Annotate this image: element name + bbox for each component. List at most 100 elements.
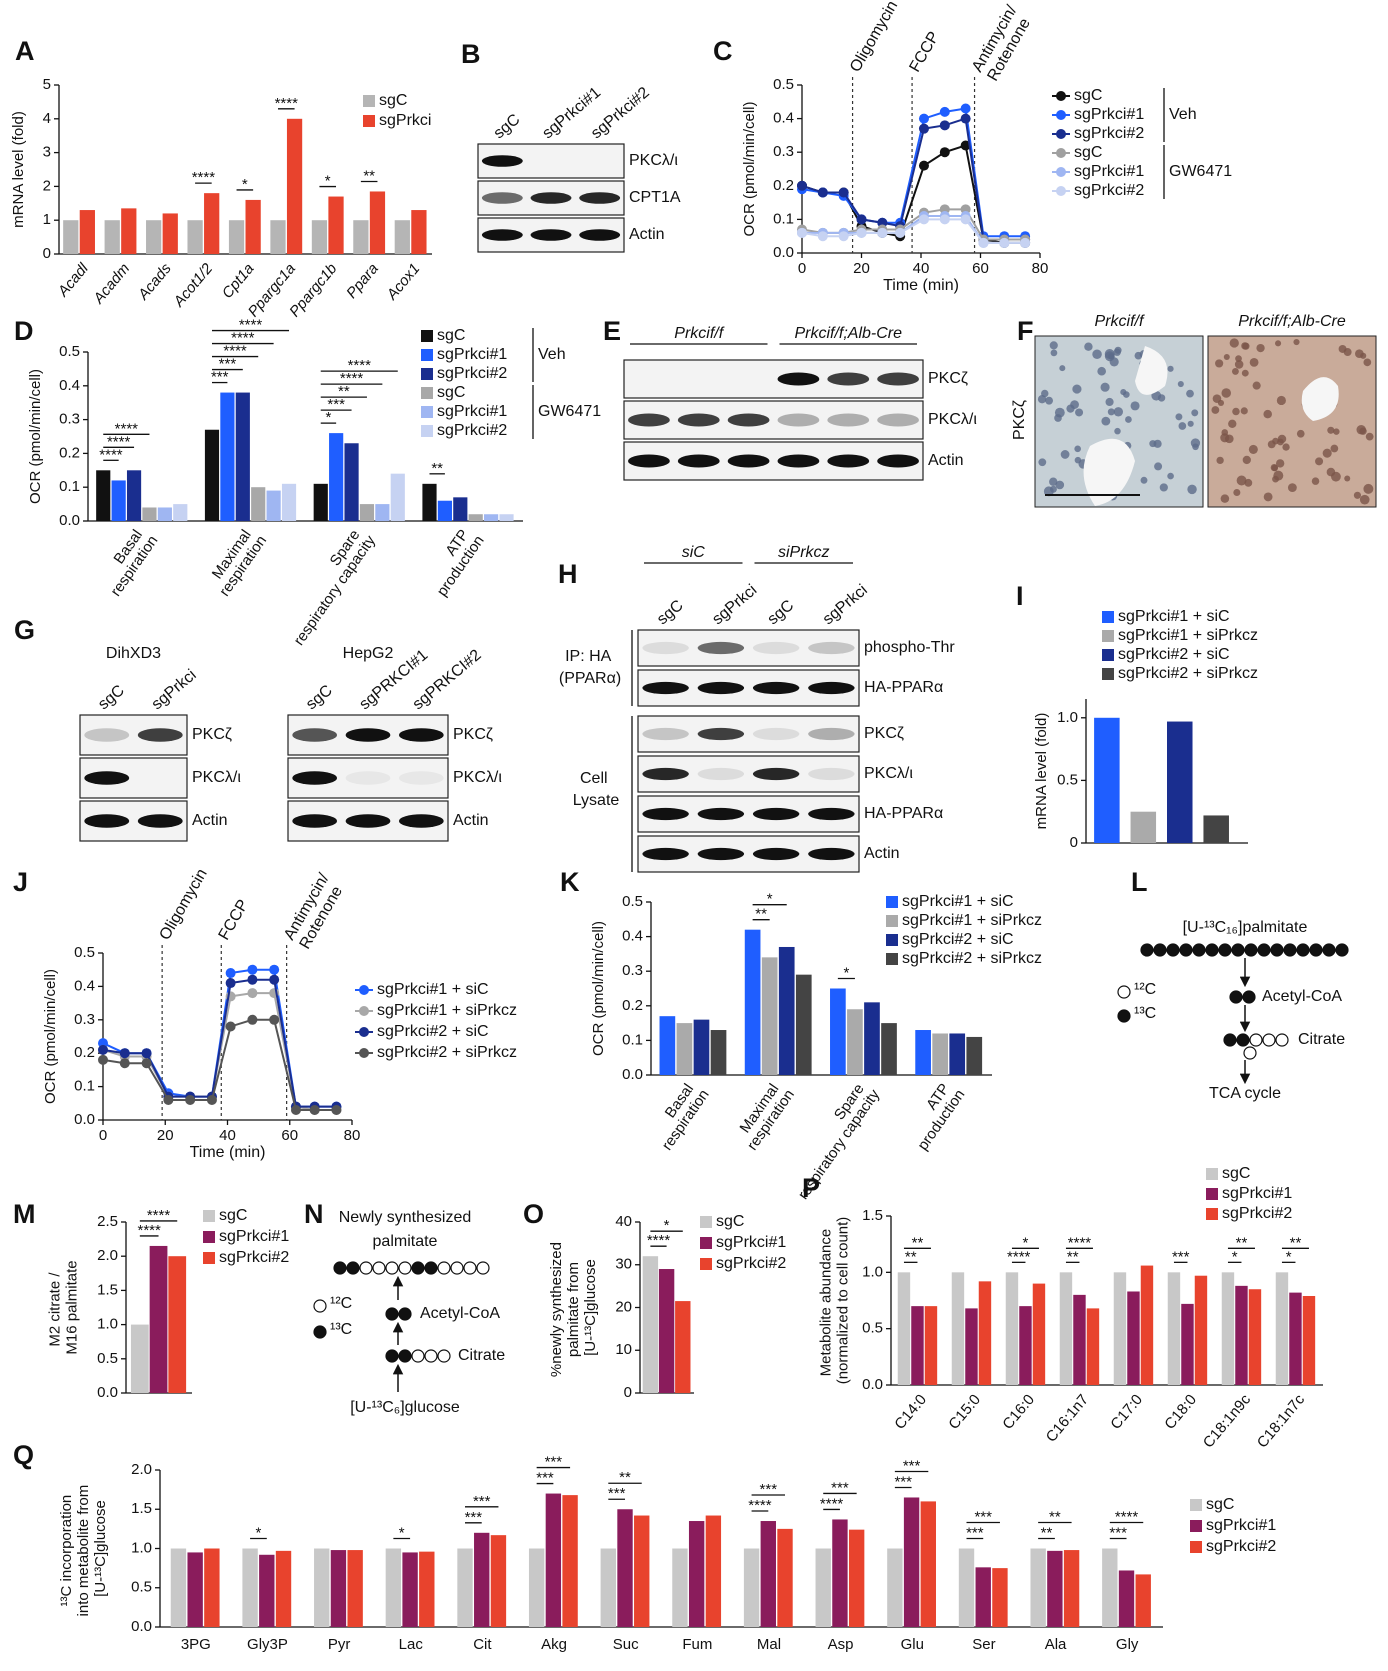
blot-row-label: PKCζ xyxy=(928,370,968,387)
x-tick-label: C17:0 xyxy=(1107,1391,1146,1433)
legend-group-label: GW6471 xyxy=(538,403,601,420)
legend-swatch xyxy=(421,368,433,380)
blot-band xyxy=(627,454,670,468)
bar xyxy=(958,1548,975,1627)
y-tick-label: 5 xyxy=(43,76,51,93)
scheme-title: Newly synthesized xyxy=(339,1209,472,1226)
panel-label: E xyxy=(603,316,621,346)
point xyxy=(247,974,258,985)
y-tick-label: 0.5 xyxy=(131,1579,152,1596)
blot-band xyxy=(677,413,720,427)
nucleus xyxy=(1045,396,1054,405)
point xyxy=(999,237,1010,248)
y-tick-label: 0.5 xyxy=(1057,771,1078,788)
nucleus xyxy=(1049,341,1058,350)
panel-label: J xyxy=(13,867,28,897)
sig-label: ** xyxy=(755,906,767,923)
carbon-13 xyxy=(398,1349,412,1363)
bar xyxy=(1135,1574,1151,1627)
y-tick-label: 10 xyxy=(615,1341,632,1358)
legend-swatch xyxy=(886,953,898,965)
y-tick-label: 40 xyxy=(615,1213,632,1230)
ihc-label: Prkcif/f xyxy=(1095,313,1145,330)
bar xyxy=(419,1551,435,1627)
panel-label: A xyxy=(15,36,35,66)
bar xyxy=(126,470,142,521)
bar xyxy=(353,220,369,254)
y-tick-label: 1.5 xyxy=(97,1281,118,1298)
sig-label: * xyxy=(256,1524,262,1541)
carbon-13 xyxy=(385,1307,399,1321)
bar xyxy=(359,504,375,521)
blot-row-label: PKCλ/ι xyxy=(629,152,678,169)
point xyxy=(269,974,280,985)
sig-label: *** xyxy=(831,1479,849,1496)
bar xyxy=(1275,1272,1289,1385)
panel-label: B xyxy=(461,39,481,69)
blot-band xyxy=(642,767,689,781)
y-tick-label: 1.5 xyxy=(862,1207,883,1224)
legend-label: sgC xyxy=(1074,144,1102,161)
bar xyxy=(1127,1291,1140,1385)
legend-label: sgPrkci#1 + siPrkcz xyxy=(1118,627,1258,644)
x-tick-label: C18:1n7c xyxy=(1254,1391,1309,1451)
x-tick-label: 80 xyxy=(1032,260,1049,277)
scheme-step: Acetyl-CoA xyxy=(1262,988,1342,1005)
x-tick-label: Acot1/2 xyxy=(170,260,217,311)
nucleus xyxy=(1232,407,1240,416)
point xyxy=(939,106,950,117)
nucleus xyxy=(1191,409,1199,417)
nucleus xyxy=(1059,365,1066,372)
carbon-13 xyxy=(1236,1033,1250,1047)
nucleus xyxy=(1223,353,1230,360)
nucleus xyxy=(1177,381,1184,388)
bar xyxy=(245,199,261,254)
panel-label: Q xyxy=(13,1440,34,1470)
sig-label: *** xyxy=(219,356,237,373)
y-tick-label: 0.4 xyxy=(622,928,643,945)
blot-title: DihXD3 xyxy=(106,645,161,662)
bar xyxy=(710,1030,727,1075)
blot-band xyxy=(827,413,870,427)
legend-marker xyxy=(359,1006,369,1016)
group-label: siPrkcz xyxy=(778,544,830,561)
blot-band xyxy=(827,454,870,468)
x-tick-label: Asp xyxy=(828,1636,854,1653)
x-tick-label: Spare respiratory capacity xyxy=(277,523,379,649)
legend-swatch xyxy=(1102,668,1114,680)
blot-row-label: PKCλ/ι xyxy=(192,769,241,786)
blot-band xyxy=(398,771,444,785)
nucleus xyxy=(1104,349,1115,359)
ihc-stain: PKCζ xyxy=(1011,400,1028,440)
bar xyxy=(1019,1306,1032,1385)
legend-label: sgPrkci#1 + siC xyxy=(902,893,1014,910)
blot-band xyxy=(877,413,920,427)
blot-band xyxy=(697,807,745,821)
panel-label: P xyxy=(802,1173,820,1203)
lane-label: sgPrkci xyxy=(149,667,200,714)
bar xyxy=(1194,1275,1208,1385)
legend-label: sgC xyxy=(1074,87,1102,104)
text-line: (PPARα) xyxy=(559,670,621,687)
y-tick-label: 0.5 xyxy=(773,76,794,93)
legend-swatch xyxy=(700,1237,712,1249)
y-tick-label: 0.3 xyxy=(622,962,643,979)
blot-row-label: PKCζ xyxy=(453,726,493,743)
panel-label: D xyxy=(14,316,34,346)
x-tick-label: C14:0 xyxy=(891,1391,930,1433)
point xyxy=(225,1021,236,1032)
point xyxy=(856,227,867,238)
y-tick-label: 1.0 xyxy=(97,1316,118,1333)
legend-label: sgC xyxy=(1206,1496,1234,1513)
legend-marker xyxy=(359,985,369,995)
group-label: Prkcif/f xyxy=(674,325,724,342)
y-tick-label: 0.5 xyxy=(74,944,95,961)
nucleus xyxy=(1109,357,1119,367)
bar xyxy=(634,1515,650,1627)
x-tick-label: Suc xyxy=(613,1636,639,1653)
nucleus xyxy=(1256,343,1265,353)
point xyxy=(918,113,929,124)
point xyxy=(918,214,929,225)
sig-label: **** xyxy=(138,1222,162,1239)
